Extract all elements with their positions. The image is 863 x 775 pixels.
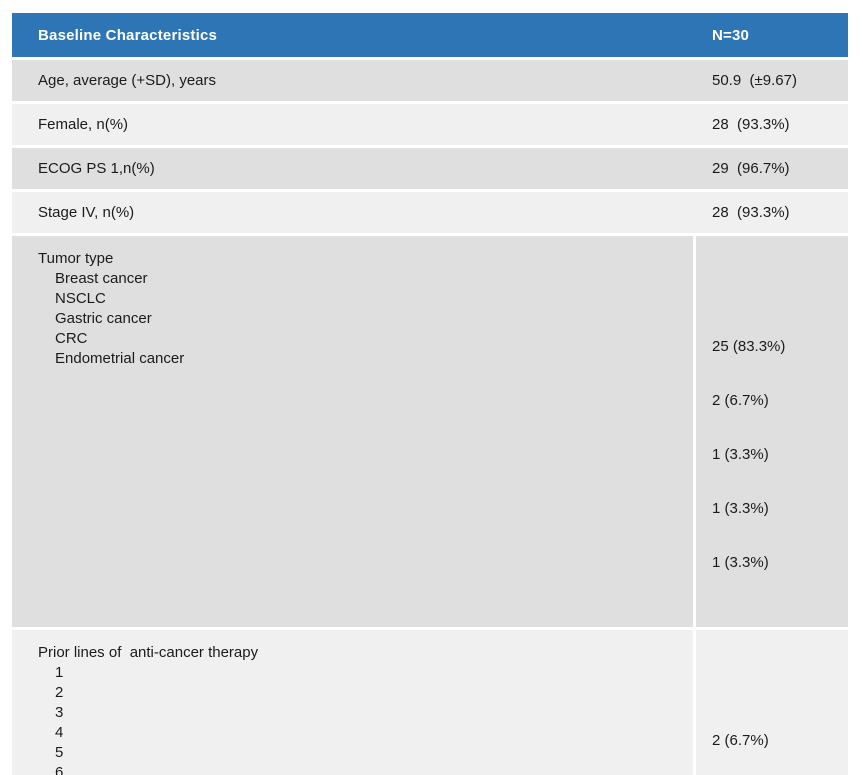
row-value: 29 (96.7%)	[712, 160, 790, 177]
group-item-label: CRC	[55, 330, 88, 347]
group-item-value: 2 (6.7%)	[712, 732, 769, 749]
row-ecog-ps-1: ECOG PS 1,n(%) 29 (96.7%)	[12, 148, 848, 189]
group-values: 25 (83.3%) 2 (6.7%) 1 (3.3%) 1 (3.3%) 1 …	[696, 236, 848, 627]
group-item-value: 1 (3.3%)	[712, 446, 769, 463]
group-item-label: 5	[55, 744, 64, 761]
row-prior-lines: Prior lines of anti-cancer therapy 1 2 3…	[12, 630, 848, 775]
baseline-characteristics-table: Baseline Characteristics N=30 Age, avera…	[12, 13, 848, 775]
group-item-value: 25 (83.3%)	[712, 338, 786, 355]
column-divider	[693, 236, 696, 627]
header-n-count: N=30	[712, 26, 750, 44]
group-item-label: 6	[55, 764, 64, 775]
group-item-label: 2	[55, 684, 64, 701]
group-item-label: Breast cancer	[55, 270, 148, 287]
row-female: Female, n(%) 28 (93.3%)	[12, 104, 848, 145]
row-label: Female, n(%)	[38, 116, 129, 133]
group-item-label: 4	[55, 724, 64, 741]
value-spacer	[712, 283, 848, 303]
row-value: 50.9 (±9.67)	[712, 72, 797, 89]
group-values: 2 (6.7%) 11 (36.7) 3 (10%) 6 (20%) 3 (10…	[696, 630, 848, 775]
value-spacer	[712, 677, 848, 697]
group-item-label: Gastric cancer	[55, 310, 152, 327]
row-value: 28 (93.3%)	[712, 116, 790, 133]
group-item-label: 3	[55, 704, 64, 721]
group-item-label: 1	[55, 664, 64, 681]
group-item-value: 2 (6.7%)	[712, 392, 769, 409]
group-item-label: Endometrial cancer	[55, 350, 185, 367]
row-label: Stage IV, n(%)	[38, 204, 135, 221]
header-title: Baseline Characteristics	[38, 26, 218, 44]
row-age: Age, average (+SD), years 50.9 (±9.67)	[12, 60, 848, 101]
group-labels: Tumor type Breast cancer NSCLC Gastric c…	[12, 236, 693, 627]
row-value: 28 (93.3%)	[712, 204, 790, 221]
column-divider	[693, 630, 696, 775]
group-item-label: NSCLC	[55, 290, 106, 307]
group-item-value: 1 (3.3%)	[712, 500, 769, 517]
group-title: Prior lines of anti-cancer therapy	[38, 644, 259, 661]
table-header-row: Baseline Characteristics N=30	[12, 13, 848, 57]
group-title: Tumor type	[38, 250, 114, 267]
row-label: ECOG PS 1,n(%)	[38, 160, 155, 177]
row-stage-iv: Stage IV, n(%) 28 (93.3%)	[12, 192, 848, 233]
row-label: Age, average (+SD), years	[38, 72, 217, 89]
row-tumor-type: Tumor type Breast cancer NSCLC Gastric c…	[12, 236, 848, 627]
group-item-value: 1 (3.3%)	[712, 554, 769, 571]
group-labels: Prior lines of anti-cancer therapy 1 2 3…	[12, 630, 693, 775]
